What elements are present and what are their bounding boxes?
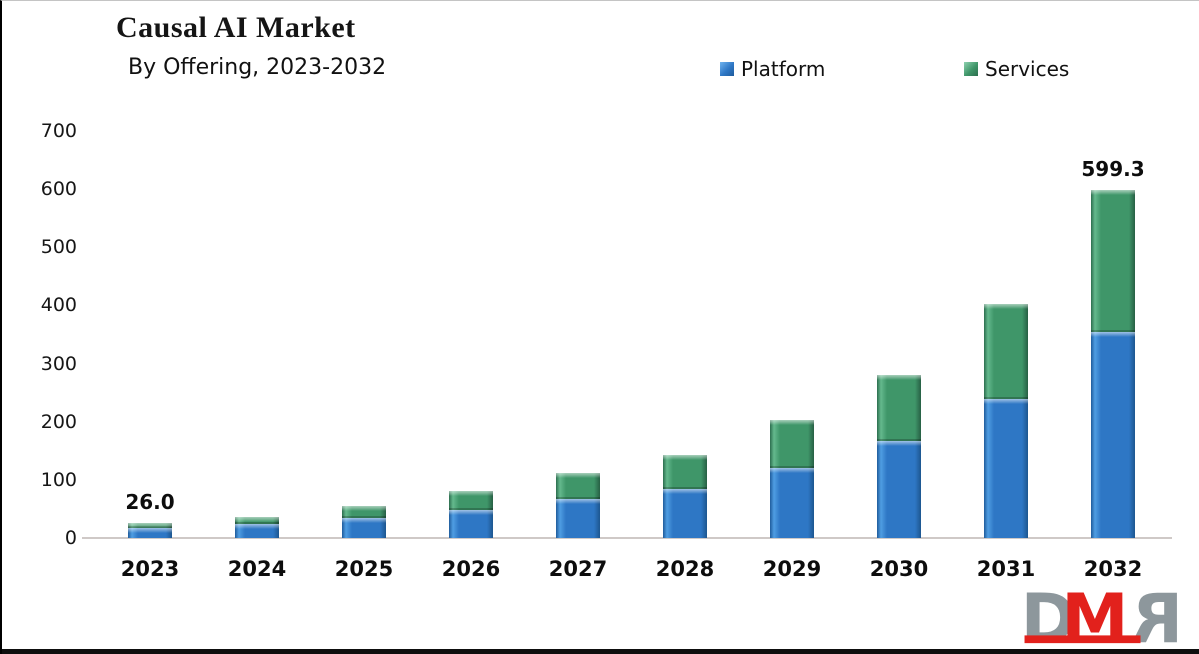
bar-2030 <box>877 375 921 538</box>
bar-segment-services-2025 <box>342 506 386 518</box>
bar-2025 <box>342 506 386 538</box>
x-tick-label-2027: 2027 <box>548 557 608 581</box>
bar-segment-services-2032 <box>1091 190 1135 332</box>
data-label-2023: 26.0 <box>125 490 175 514</box>
bar-segment-services-2026 <box>449 491 493 510</box>
x-axis-line <box>82 537 1172 539</box>
bar-2028 <box>663 455 707 538</box>
bar-2027 <box>556 473 600 538</box>
y-tick-label: 200 <box>40 410 77 433</box>
y-tick-label: 300 <box>40 352 77 375</box>
y-tick-label: 700 <box>40 120 77 142</box>
bar-segment-services-2023 <box>128 523 172 528</box>
bar-segment-services-2030 <box>877 375 921 441</box>
x-tick-label-2029: 2029 <box>762 557 822 581</box>
dmr-logo: D R M <box>1021 589 1183 647</box>
chart-title: Causal AI Market <box>116 11 356 44</box>
bottom-border-bar <box>2 649 1199 654</box>
bar-segment-platform-2023 <box>128 528 172 538</box>
legend-item-services: Services <box>964 57 1069 81</box>
bar-segment-platform-2027 <box>556 499 600 538</box>
legend-label: Platform <box>741 57 826 81</box>
bar-segment-services-2027 <box>556 473 600 499</box>
legend-item-platform: Platform <box>720 57 825 81</box>
x-tick-label-2024: 2024 <box>227 557 287 581</box>
x-tick-label-2032: 2032 <box>1083 557 1143 581</box>
logo-letter-m: M <box>1061 589 1128 647</box>
bar-segment-platform-2028 <box>663 489 707 538</box>
bar-2029 <box>770 420 814 538</box>
bar-segment-platform-2025 <box>342 518 386 538</box>
bar-segment-platform-2030 <box>877 441 921 538</box>
x-tick-label-2026: 2026 <box>441 557 501 581</box>
bar-2031 <box>984 304 1028 538</box>
y-tick-label: 0 <box>64 527 77 549</box>
y-tick-label: 100 <box>40 468 77 491</box>
data-label-2032: 599.3 <box>1081 157 1145 181</box>
bar-2024 <box>235 517 279 538</box>
bar-segment-platform-2032 <box>1091 332 1135 538</box>
legend-marker-services-icon <box>964 62 978 76</box>
bar-2032 <box>1091 190 1135 538</box>
x-tick-label-2031: 2031 <box>976 557 1036 581</box>
bar-segment-services-2028 <box>663 455 707 489</box>
bar-segment-services-2029 <box>770 420 814 468</box>
legend-marker-platform-icon <box>720 62 734 76</box>
bar-2023 <box>128 523 172 538</box>
bar-segment-platform-2029 <box>770 468 814 538</box>
x-tick-label-2030: 2030 <box>869 557 929 581</box>
y-tick-label: 500 <box>40 236 77 259</box>
x-tick-label-2025: 2025 <box>334 557 394 581</box>
bar-segment-platform-2031 <box>984 399 1028 538</box>
legend-label: Services <box>985 57 1070 81</box>
x-tick-label-2028: 2028 <box>655 557 715 581</box>
bar-2026 <box>449 491 493 538</box>
bar-segment-services-2031 <box>984 304 1028 399</box>
bar-segment-platform-2024 <box>235 524 279 538</box>
bar-segment-platform-2026 <box>449 510 493 538</box>
y-tick-label: 600 <box>40 178 77 201</box>
chart-subtitle: By Offering, 2023-2032 <box>128 55 387 80</box>
logo-red-underline <box>1024 635 1141 644</box>
y-tick-label: 400 <box>40 294 77 317</box>
bar-segment-services-2024 <box>235 517 279 524</box>
x-tick-label-2023: 2023 <box>120 557 180 581</box>
